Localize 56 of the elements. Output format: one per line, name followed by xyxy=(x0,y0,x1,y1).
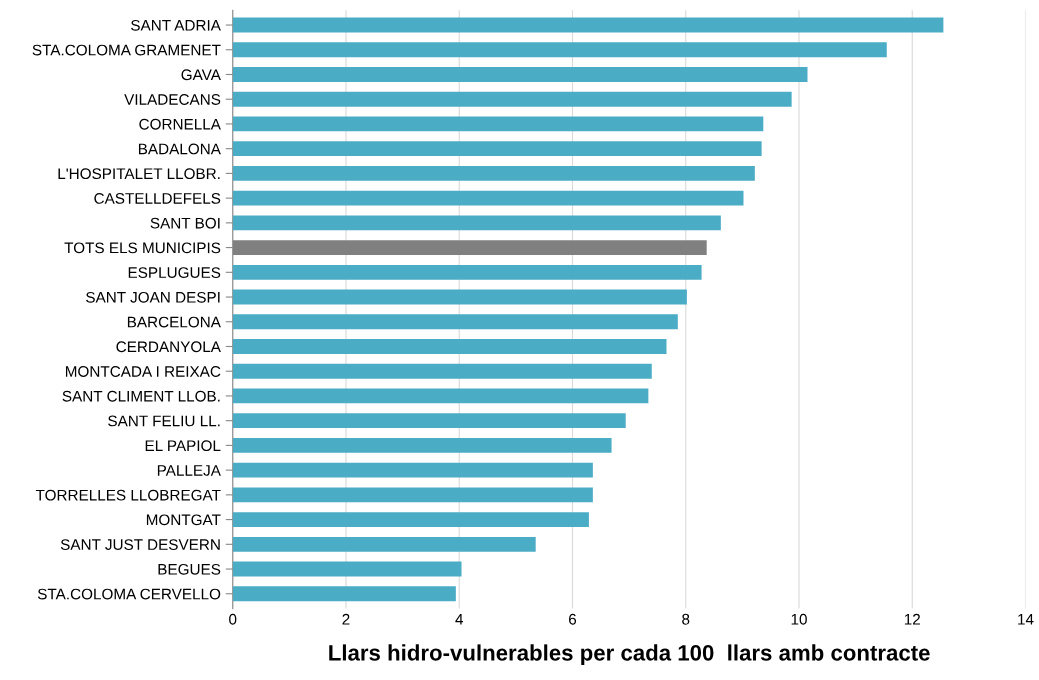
y-tick-label: CORNELLA xyxy=(139,118,221,130)
bar xyxy=(232,116,764,132)
bar xyxy=(232,190,744,206)
bar xyxy=(232,91,792,107)
x-tick-label: 4 xyxy=(455,614,464,625)
y-tick-label: MONTGAT xyxy=(146,514,221,526)
y-tick-label: MONTCADA I REIXAC xyxy=(65,366,221,377)
x-axis-title: Llars hidro-vulnerables per cada 100 llars amb contracte xyxy=(329,644,930,666)
y-tick-label: SANT CLIMENT LLOB. xyxy=(62,390,220,402)
x-tick-label: 8 xyxy=(682,613,690,625)
y-tick-label: VILADECANS xyxy=(124,94,221,105)
bar xyxy=(232,536,536,552)
bar xyxy=(232,339,667,354)
y-tick-label: EL PAPIOL xyxy=(145,440,221,452)
bar xyxy=(232,413,626,429)
bar xyxy=(232,437,612,453)
y-tick-label: PALLEJA xyxy=(157,465,221,476)
bar xyxy=(232,141,762,157)
y-tick-label: TOTS ELS MUNICIPIS xyxy=(64,242,221,254)
y-tick-label: CASTELLDEFELS xyxy=(94,192,221,204)
x-tick-label: 10 xyxy=(791,613,807,625)
y-tick-label: BEGUES xyxy=(158,563,221,575)
bar xyxy=(232,512,589,527)
y-tick-label: GAVA xyxy=(181,69,221,81)
x-tick-label: 2 xyxy=(342,613,350,625)
y-tick-label: SANT ADRIA xyxy=(131,19,221,31)
bar xyxy=(232,388,649,404)
bar xyxy=(232,165,755,181)
bar xyxy=(232,586,456,602)
y-tick-label: BARCELONA xyxy=(127,316,221,328)
y-tick-label: SANT JOAN DESPI xyxy=(86,291,220,303)
bar xyxy=(232,487,593,503)
x-tick-label: 6 xyxy=(569,613,577,625)
y-tick-label: STA.COLOMA CERVELLO xyxy=(37,588,221,600)
bar xyxy=(232,363,652,379)
y-tick-label: STA.COLOMA GRAMENET xyxy=(32,44,221,56)
bar xyxy=(232,462,593,478)
y-tick-label: SANT FELIU LL. xyxy=(108,415,220,427)
y-tick-label: SANT JUST DESVERN xyxy=(60,539,220,550)
bar xyxy=(232,42,887,58)
x-tick-label: 12 xyxy=(904,613,920,625)
bar xyxy=(232,289,687,305)
y-tick-label: BADALONA xyxy=(138,143,221,155)
y-tick-label: TORRELLES LLOBREGAT xyxy=(35,489,221,501)
y-tick-label: CERDANYOLA xyxy=(116,341,221,353)
bar xyxy=(232,314,678,330)
bar xyxy=(232,215,721,231)
x-tick-label: 14 xyxy=(1018,614,1034,625)
x-tick-label: 0 xyxy=(229,613,237,625)
bar xyxy=(232,67,808,82)
bar xyxy=(232,264,702,280)
bar xyxy=(232,561,462,577)
y-tick-label: L'HOSPITALET LLOBR. xyxy=(58,168,220,180)
y-tick-label: SANT BOI xyxy=(150,217,220,229)
y-tick-label: ESPLUGUES xyxy=(128,267,221,278)
bar xyxy=(232,17,944,33)
